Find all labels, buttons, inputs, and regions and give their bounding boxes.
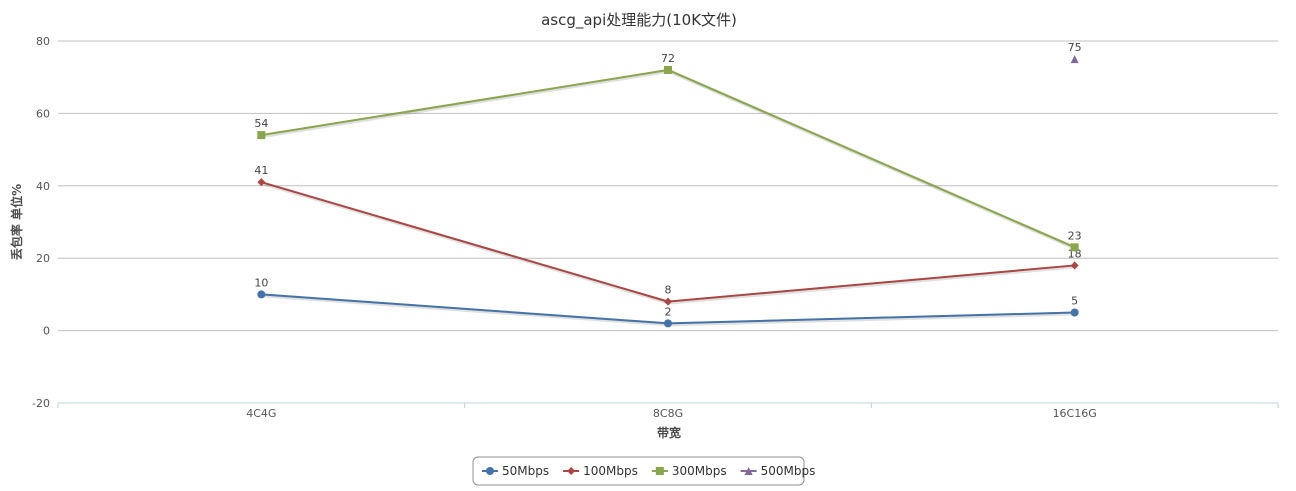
data-point <box>1070 308 1079 317</box>
legend[interactable]: 50Mbps 100Mbps 300Mbps 500Mbps <box>472 456 816 486</box>
legend-item-500Mbps[interactable]: 500Mbps <box>740 464 816 478</box>
x-tick-label: 16C16G <box>1053 407 1097 420</box>
data-point <box>1070 261 1079 270</box>
y-axis-title: 丢包率 单位% <box>9 184 24 260</box>
y-tick-label: 60 <box>36 107 50 120</box>
legend-item-50Mbps[interactable]: 50Mbps <box>482 464 549 478</box>
y-tick-label: 40 <box>36 180 50 193</box>
data-label: 10 <box>254 276 268 289</box>
legend-label: 300Mbps <box>672 464 727 478</box>
data-label: 5 <box>1071 295 1078 308</box>
legend-item-100Mbps[interactable]: 100Mbps <box>563 464 638 478</box>
legend-label: 500Mbps <box>761 464 816 478</box>
y-tick-label: -20 <box>32 397 50 410</box>
series-500Mbps: 75 <box>1068 41 1082 64</box>
data-point <box>257 178 266 187</box>
data-label: 54 <box>254 117 268 130</box>
data-label: 75 <box>1068 41 1082 54</box>
data-point <box>1070 55 1079 64</box>
data-point <box>257 131 266 140</box>
data-label: 41 <box>254 164 268 177</box>
series-line-shadow <box>262 68 1077 251</box>
series-300Mbps: 54 72 23 <box>254 52 1082 252</box>
legend-marker-icon <box>744 467 753 475</box>
data-point <box>664 319 672 328</box>
chart-title: ascg_api处理能力(10K文件) <box>541 11 737 30</box>
series-50Mbps: 10 2 5 <box>254 276 1079 328</box>
y-tick-label: 80 <box>36 35 50 48</box>
data-point <box>664 297 672 306</box>
y-tick-label: 20 <box>36 252 50 265</box>
x-tick-label: 8C8G <box>653 407 683 420</box>
data-label: 23 <box>1068 229 1082 242</box>
data-label: 72 <box>661 52 675 65</box>
y-tick-label: 0 <box>43 325 50 338</box>
x-axis-title: 带宽 <box>657 425 681 440</box>
legend-item-300Mbps[interactable]: 300Mbps <box>651 464 727 478</box>
data-label: 8 <box>665 284 672 297</box>
legend-label: 50Mbps <box>502 464 549 478</box>
data-point <box>1070 243 1079 252</box>
legend-marker-icon <box>486 467 494 475</box>
grid-lines <box>58 40 1278 404</box>
x-axis: 4C4G 8C8G 16C16G <box>57 402 1279 420</box>
data-point <box>664 65 672 74</box>
legend-box <box>472 456 805 486</box>
data-point <box>257 290 266 299</box>
y-axis: -20 0 20 40 60 80 <box>32 35 50 410</box>
legend-label: 100Mbps <box>583 464 638 478</box>
data-label: 2 <box>665 305 672 318</box>
legend-marker-icon <box>567 467 576 475</box>
legend-marker-icon <box>655 467 664 475</box>
x-tick-label: 4C4G <box>246 407 276 420</box>
